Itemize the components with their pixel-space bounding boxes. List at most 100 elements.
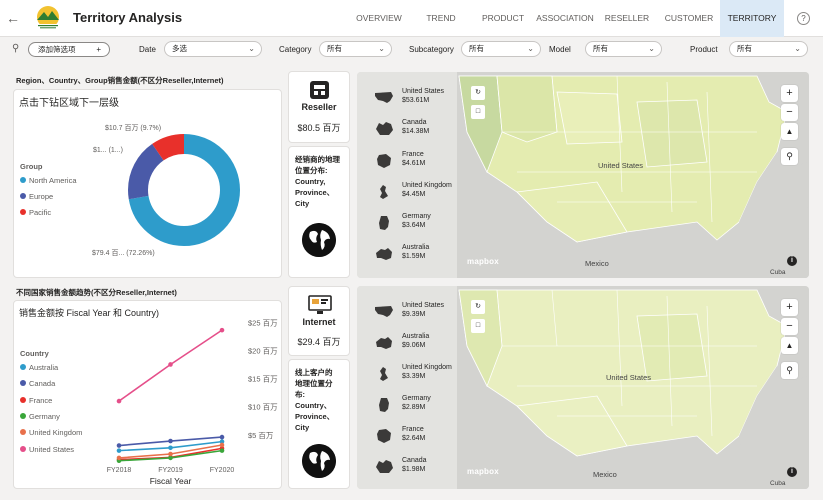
legend-label: United States: [29, 444, 75, 454]
data-point[interactable]: [168, 455, 173, 461]
data-point[interactable]: [116, 443, 122, 448]
legend-item-france[interactable]: France: [20, 396, 52, 405]
data-point[interactable]: [219, 442, 225, 448]
info-icon[interactable]: i: [787, 256, 797, 266]
line-chart[interactable]: $5 百万 $10 百万 $15 百万 $20 百万 $25 百万 FY2018 FY201…: [14, 301, 283, 490]
legend-item-germany[interactable]: Germany: [20, 412, 60, 421]
legend-item-canada[interactable]: Canada: [20, 379, 55, 388]
country-value: $14.38M: [402, 128, 430, 135]
product-filter-value: 所有: [737, 44, 752, 53]
map-label-us: United States: [606, 373, 652, 382]
country-name: France: [402, 426, 424, 433]
map-lasso-icon[interactable]: □: [471, 319, 485, 333]
map-lasso-icon[interactable]: □: [471, 105, 485, 119]
legend-item-europe[interactable]: Europe: [20, 192, 53, 201]
reseller-map[interactable]: United States Mexico Cuba United States …: [357, 72, 809, 278]
geo-line: 位置分布:: [295, 166, 328, 175]
tab-trend[interactable]: TREND: [426, 13, 456, 23]
data-point[interactable]: [219, 439, 225, 444]
tab-territory[interactable]: TERRITORY: [720, 0, 784, 37]
help-icon[interactable]: ?: [797, 12, 810, 25]
france-shape-icon: [377, 429, 391, 443]
legend-item-australia[interactable]: Australia: [20, 363, 58, 372]
x-tick-label: FY2020: [210, 467, 235, 474]
donut-slice-europe[interactable]: [128, 134, 240, 246]
united-kingdom-shape-icon: [380, 367, 388, 381]
country-name: Germany: [402, 395, 431, 402]
data-point[interactable]: [116, 398, 122, 404]
country-name: Germany: [402, 213, 431, 220]
search-icon[interactable]: ⚲: [12, 43, 20, 54]
australia-shape-icon: [376, 337, 392, 349]
legend-label: Germany: [29, 411, 60, 421]
data-point[interactable]: [168, 438, 173, 444]
x-tick-label: FY2019: [158, 467, 183, 474]
data-point[interactable]: [168, 445, 173, 451]
zoom-in-button[interactable]: +: [781, 85, 798, 102]
country-name: United States: [402, 88, 445, 95]
internet-geo-text: 线上客户的 地理位置分 布: Country、 Province、 City: [295, 367, 334, 433]
compass-icon[interactable]: ▲: [781, 337, 798, 354]
legend-label: United Kingdom: [29, 428, 83, 438]
data-point[interactable]: [219, 434, 225, 440]
data-point[interactable]: [219, 327, 225, 333]
map-search-icon[interactable]: ⚲: [781, 362, 798, 379]
country-name: Canada: [402, 457, 427, 464]
info-icon[interactable]: i: [787, 467, 797, 477]
legend-item-north-america[interactable]: North America: [20, 176, 77, 185]
legend-item-united-kingdom[interactable]: United Kingdom: [20, 428, 82, 437]
data-point[interactable]: [168, 451, 173, 457]
map-label-mexico: Mexico: [585, 259, 609, 268]
product-filter-dropdown[interactable]: 所有 ⌄: [729, 41, 808, 57]
map-label-cuba: Cuba: [770, 269, 786, 276]
app-header: ← Territory Analysis OVERVIEW TREND PROD…: [0, 0, 823, 37]
line-section-title: 不同国家销售金额趋势(不区分Reseller,Internet): [16, 288, 177, 297]
donut-label-north-america: $79.4 百... (72.26%): [92, 250, 155, 257]
tab-product[interactable]: PRODUCT: [481, 13, 525, 23]
y-tick-label: $20 百万: [248, 346, 278, 355]
legend-item-pacific[interactable]: Pacific: [20, 208, 51, 217]
tab-association[interactable]: ASSOCIATION: [536, 13, 594, 23]
legend-label: North America: [29, 176, 77, 185]
add-filter-button[interactable]: 添加筛选项 +: [28, 42, 110, 57]
model-filter-dropdown[interactable]: 所有 ⌄: [585, 41, 662, 57]
donut-chart[interactable]: [122, 128, 246, 252]
data-point[interactable]: [168, 362, 173, 367]
chevron-down-icon: ⌄: [794, 44, 801, 53]
compass-icon[interactable]: ▲: [781, 123, 798, 140]
donut-slice-pacific[interactable]: [128, 134, 240, 246]
chevron-down-icon: ⌄: [648, 44, 655, 53]
country-name: United States: [402, 302, 445, 309]
data-point[interactable]: [116, 455, 122, 461]
category-filter-dropdown[interactable]: 所有 ⌄: [319, 41, 392, 57]
mapbox-logo: mapbox: [467, 257, 499, 266]
legend-label: Canada: [29, 379, 56, 389]
internet-map[interactable]: United States Mexico Cuba United States …: [357, 286, 809, 489]
geo-line: 经销商的地理: [295, 155, 340, 164]
legend-item-united-states[interactable]: United States: [20, 445, 74, 454]
zoom-out-button[interactable]: −: [781, 318, 798, 335]
filter-label-date: Date: [139, 45, 156, 54]
map-select-icon[interactable]: ↻: [471, 300, 485, 314]
donut-card-title: 点击下钻区域下一层级: [19, 98, 119, 109]
map-search-icon[interactable]: ⚲: [781, 148, 798, 165]
monitor-icon: [308, 295, 332, 314]
back-arrow-icon[interactable]: ←: [6, 10, 20, 26]
map-select-icon[interactable]: ↻: [471, 86, 485, 100]
zoom-out-button[interactable]: −: [781, 104, 798, 121]
data-point[interactable]: [116, 448, 122, 453]
legend-dot: [20, 396, 26, 403]
line-legend-title: Country: [20, 349, 49, 358]
tab-customer[interactable]: CUSTOMER: [664, 13, 714, 23]
donut-section-title: Region、Country、Group销售金额(不区分Reseller,Int…: [16, 76, 224, 85]
tab-reseller[interactable]: RESELLER: [604, 13, 650, 23]
tab-overview[interactable]: OVERVIEW: [356, 13, 402, 23]
australia-shape-icon: [376, 248, 392, 260]
zoom-in-button[interactable]: +: [781, 299, 798, 316]
y-tick-label: $10 百万: [248, 403, 278, 412]
reseller-kpi-card: Reseller $80.5 百万: [288, 71, 350, 143]
subcategory-filter-dropdown[interactable]: 所有 ⌄: [461, 41, 541, 57]
data-point[interactable]: [219, 448, 225, 453]
reseller-geo-text: 经销商的地理 位置分布: Country, Province、 City: [295, 154, 340, 209]
date-filter-dropdown[interactable]: 多选 ⌄: [164, 41, 262, 57]
